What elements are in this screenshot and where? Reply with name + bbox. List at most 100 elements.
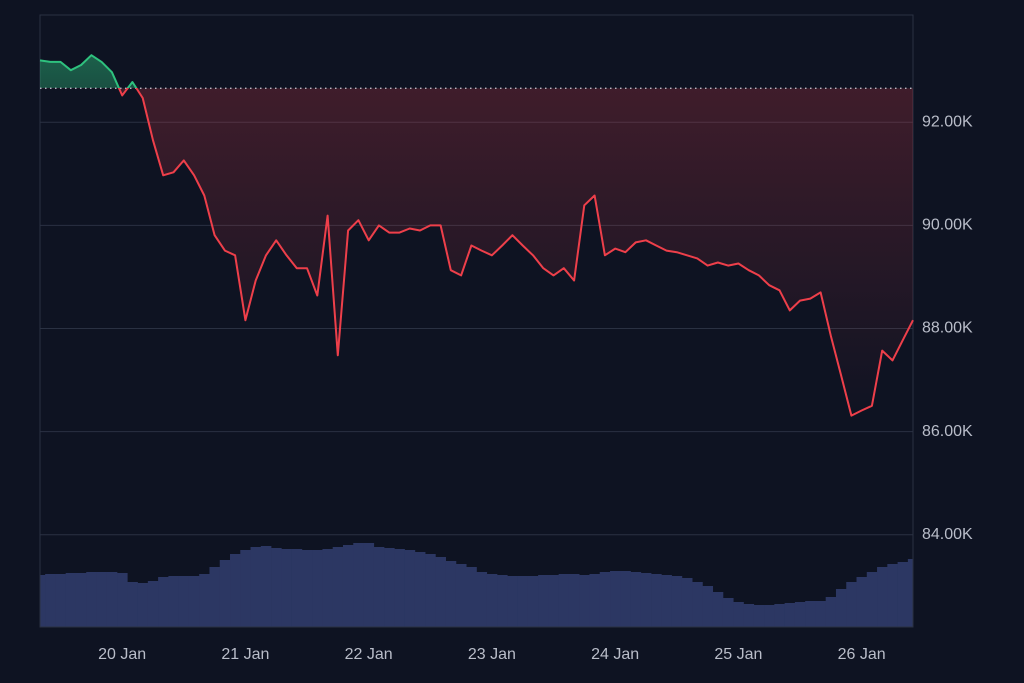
volume-bar [805, 601, 816, 627]
volume-bar [425, 554, 436, 627]
volume-bar [558, 574, 570, 627]
price-line [39, 54, 914, 417]
volume-bar [661, 575, 672, 627]
area-fill [40, 55, 913, 416]
y-tick-label: 88.00K [922, 320, 973, 337]
volume-bar [753, 605, 765, 627]
volume-bar [476, 572, 488, 627]
volume-bar [466, 567, 477, 627]
volume-bar [702, 586, 714, 627]
volume-bar [137, 583, 149, 627]
volume-bar [630, 572, 642, 627]
volume-bar [692, 582, 703, 627]
volume-bar [188, 576, 200, 627]
volume-bar [907, 559, 914, 627]
volume-bar [106, 572, 118, 627]
volume-bar [897, 562, 909, 627]
volume-bar [527, 576, 539, 627]
volume-bar [158, 577, 169, 627]
volume-bar [240, 550, 251, 627]
volume-bar [640, 573, 652, 627]
volume-bar [291, 549, 303, 627]
x-tick-label: 20 Jan [98, 646, 146, 663]
volume-bar [548, 575, 559, 627]
volume-bar [127, 582, 138, 627]
volume-bar [168, 576, 179, 627]
volume-bar [40, 575, 46, 627]
volume-bar [55, 574, 66, 627]
volume-bar [774, 604, 785, 627]
volume-bar [743, 604, 755, 627]
y-tick-label: 84.00K [922, 526, 973, 543]
volume-bar [199, 574, 210, 627]
volume-bar [353, 543, 364, 627]
volume-bar [651, 574, 662, 627]
volume-bar [712, 592, 724, 627]
x-tick-label: 24 Jan [591, 646, 639, 663]
volume-bar [784, 603, 796, 627]
volume-bar [384, 548, 395, 627]
volume-bar [219, 560, 231, 627]
volume-bar [486, 574, 498, 627]
volume-bar [517, 576, 529, 627]
volume-bar [404, 550, 416, 627]
volume-bar [610, 571, 621, 627]
volume-bar [497, 575, 508, 627]
volume-bar [260, 546, 272, 627]
volume-bar [538, 575, 549, 627]
volume-bar [65, 573, 77, 627]
volume-bar [45, 574, 56, 627]
volume-bar [507, 576, 518, 627]
y-tick-label: 92.00K [922, 113, 973, 130]
volume-bar [312, 550, 323, 627]
y-tick-label: 86.00K [922, 423, 973, 440]
volume-bar [815, 601, 826, 627]
x-tick-label: 21 Jan [221, 646, 269, 663]
volume-bar [250, 547, 262, 627]
volume-bar [86, 572, 97, 627]
volume-bar [620, 571, 631, 627]
volume-bar [342, 545, 354, 627]
volume-bar [835, 589, 847, 627]
volume-bar [856, 577, 868, 627]
x-tick-label: 25 Jan [714, 646, 762, 663]
volume-bar [373, 547, 385, 627]
x-tick-label: 22 Jan [345, 646, 393, 663]
volume-bar [722, 598, 734, 627]
volume-bar [455, 564, 467, 627]
volume-bar [568, 574, 580, 627]
volume-bar [414, 552, 426, 627]
volume-bar [332, 547, 344, 627]
volume-bar [363, 543, 375, 627]
volume-bar [178, 576, 190, 627]
volume-bar [271, 548, 282, 627]
volume-bar [825, 597, 837, 627]
volume-bar [877, 567, 888, 627]
x-tick-label: 23 Jan [468, 646, 516, 663]
x-tick-label: 26 Jan [838, 646, 886, 663]
volume-bar [866, 572, 878, 627]
volume-bar [887, 564, 898, 627]
volume-bar [117, 573, 128, 627]
volume-bar [230, 554, 241, 627]
volume-bar [445, 561, 457, 627]
volume-bar [96, 572, 108, 627]
volume-bar [147, 581, 159, 627]
volume-bar [681, 578, 693, 627]
volume-bar [322, 549, 334, 627]
volume-bar [589, 574, 601, 627]
volume-bar [579, 575, 590, 627]
volume-bar [435, 557, 446, 627]
volume-bar [209, 567, 221, 627]
volume-bar [394, 549, 405, 627]
y-tick-label: 90.00K [922, 217, 973, 234]
volume-bar [764, 605, 775, 627]
volume-bar [281, 549, 292, 627]
volume-bar [733, 602, 744, 627]
volume-bar [599, 572, 611, 627]
volume-bar [75, 573, 87, 627]
volume-bar [301, 550, 313, 627]
volume-bar [846, 582, 857, 627]
